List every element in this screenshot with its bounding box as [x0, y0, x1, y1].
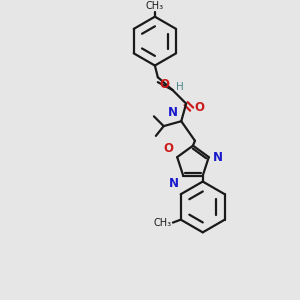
Text: N: N [169, 177, 179, 190]
Text: CH₃: CH₃ [154, 218, 172, 228]
Text: N: N [168, 106, 178, 119]
Text: CH₃: CH₃ [146, 1, 164, 11]
Text: O: O [160, 78, 170, 91]
Text: N: N [213, 151, 223, 164]
Text: O: O [195, 101, 205, 114]
Text: O: O [163, 142, 173, 155]
Text: H: H [176, 82, 184, 92]
